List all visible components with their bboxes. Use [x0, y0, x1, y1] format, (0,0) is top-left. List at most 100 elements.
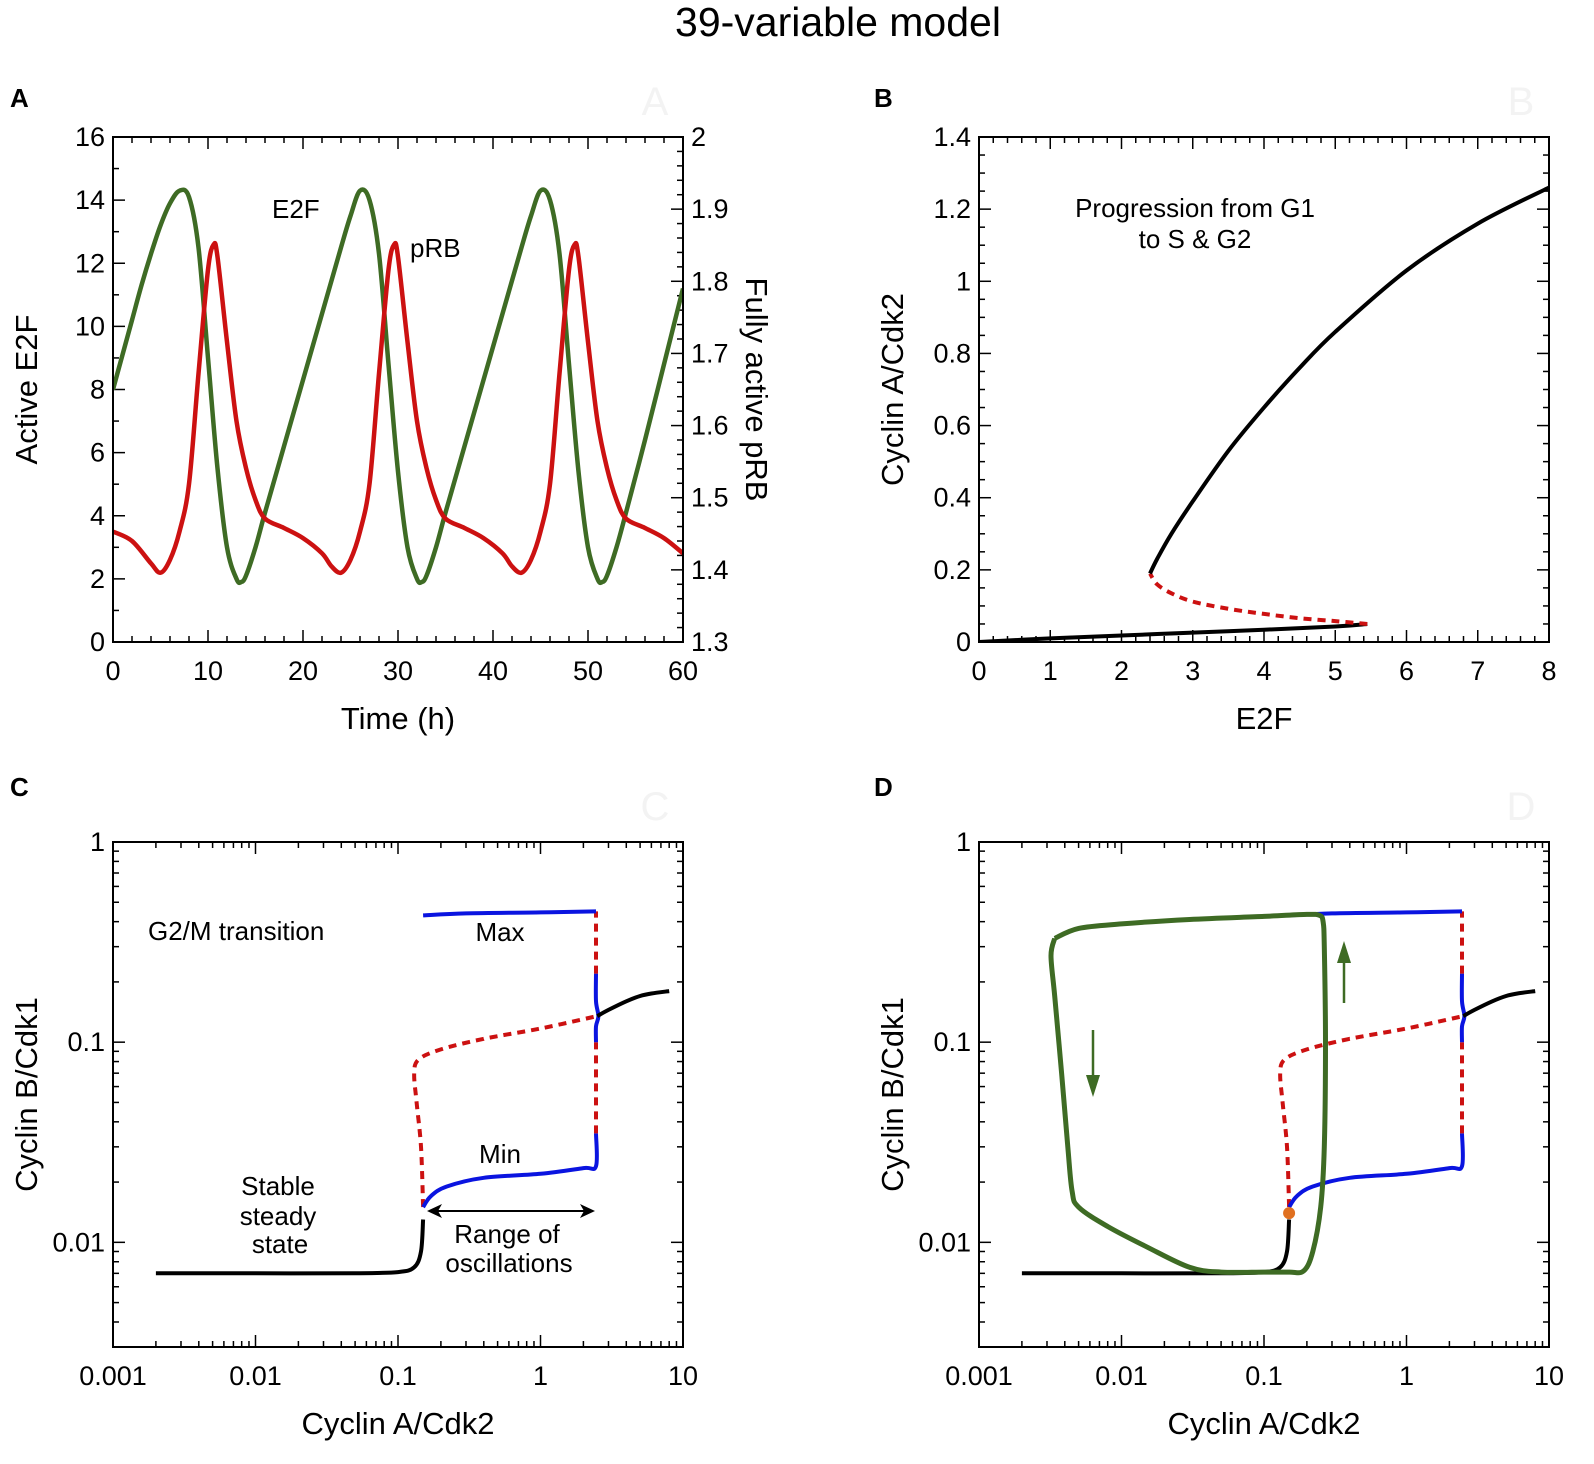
x-tick-label: 30: [383, 656, 413, 686]
y-tick-label: 0.1: [933, 1027, 971, 1057]
plot-area: [113, 187, 683, 586]
y-right-tick-label: 1.7: [691, 338, 729, 368]
y-axis-title: Cyclin B/Cdk1: [875, 997, 910, 1192]
y-tick-label: 4: [90, 501, 105, 531]
series-trajectory-line: [1048, 911, 1328, 1276]
x-tick-label: 0.001: [945, 1361, 1013, 1391]
panel-c: C C 0.001 0.01 0.1 1 10 0.01 0.1 1 Cyclin A/Cdk2 Cy…: [9, 772, 698, 1441]
plot-frame: [112, 841, 684, 1348]
plot-area: [979, 185, 1549, 642]
x-axis-title: Cyclin A/Cdk2: [302, 1406, 495, 1441]
panel-watermark: D: [1507, 785, 1536, 829]
x-tick-label: 0: [105, 656, 120, 686]
y-tick-label: 16: [75, 122, 105, 152]
y-right-tick-label: 2: [691, 122, 706, 152]
annotation: G2/M transition: [148, 916, 324, 946]
y-tick-label: 0.2: [933, 555, 971, 585]
series-stable-line: [1148, 185, 1549, 575]
x-tick-label: 1: [1043, 656, 1058, 686]
y-tick-label: 2: [90, 564, 105, 594]
y-axis-title: Cyclin A/Cdk2: [875, 293, 910, 486]
x-tick-label: 8: [1541, 656, 1556, 686]
x-tick-label: 10: [193, 656, 223, 686]
x-tick-label: 0.001: [79, 1361, 147, 1391]
annotation: state: [252, 1229, 308, 1259]
series-stable-line: [979, 622, 1368, 642]
panel-watermark: C: [641, 785, 670, 829]
x-tick-label: 10: [1534, 1361, 1564, 1391]
annotation: Max: [475, 917, 524, 947]
y-right-tick-label: 1.5: [691, 483, 729, 513]
series-unstable-line: [412, 1014, 598, 1208]
axis-ticks: [978, 842, 1549, 1348]
x-tick-label: 0: [971, 656, 986, 686]
x-axis-title: Cyclin A/Cdk2: [1168, 1406, 1361, 1441]
series-oscillation-line: [1459, 973, 1467, 1043]
plot-frame: [978, 841, 1550, 1348]
panel-letter: C: [10, 772, 29, 802]
y-tick-label: 1.2: [933, 194, 971, 224]
x-tick-label: 50: [573, 656, 603, 686]
y-tick-label: 12: [75, 248, 105, 278]
annotation: steady: [240, 1201, 317, 1231]
x-tick-label: 0.1: [379, 1361, 417, 1391]
annotation: pRB: [410, 233, 461, 263]
y-right-axis-title: Fully active pRB: [739, 278, 774, 502]
series-oscillation-min-line: [421, 1133, 599, 1209]
series-oscillation-min-line: [1287, 1133, 1465, 1209]
panel-watermark: A: [642, 80, 669, 124]
panel-b: B B 0 1 2 3 4 5 6 7 8 0 0.2 0.4 0.6 0.8 1 1.2 1.4 E2F Cyclin…: [874, 80, 1557, 736]
y-right-tick-label: 1.4: [691, 555, 729, 585]
panel-letter: A: [10, 83, 29, 113]
series-unstable-line: [1278, 1014, 1464, 1208]
y-tick-label: 0: [956, 627, 971, 657]
annotation: Range of: [454, 1219, 560, 1249]
plot-area: [1021, 909, 1536, 1276]
x-tick-label: 1: [533, 1361, 548, 1391]
panel-d: D D 0.001 0.01 0.1 1 10 0.01 0.1 1 Cyclin A/Cdk2 Cy…: [874, 772, 1564, 1441]
y-tick-label: 1: [956, 266, 971, 296]
figure-title: 39-variable model: [675, 0, 1001, 45]
x-tick-label: 4: [1256, 656, 1271, 686]
annotation: to S & G2: [1139, 224, 1252, 254]
y-axis-title: Cyclin B/Cdk1: [9, 997, 44, 1192]
series-stable-line: [155, 1219, 426, 1276]
plot-area: [155, 909, 670, 1276]
x-tick-label: 10: [668, 1361, 698, 1391]
range-arrow: [427, 1204, 595, 1218]
panel-a: A A 0 10 20 30 40 50 60 0 2 4 6 8 10 12 14 16 1.3 1.4 1.5 1.6…: [9, 80, 774, 736]
y-right-tick-label: 1.9: [691, 194, 729, 224]
y-right-tick-label: 1.3: [691, 627, 729, 657]
panel-watermark: B: [1508, 80, 1535, 124]
x-tick-label: 3: [1185, 656, 1200, 686]
series-prb-line: [113, 240, 683, 576]
y-tick-label: 8: [90, 375, 105, 405]
y-axis-title: Active E2F: [9, 315, 44, 465]
y-tick-label: 0.4: [933, 483, 971, 513]
x-axis-title: Time (h): [341, 701, 455, 736]
y-tick-label: 1: [956, 827, 971, 857]
x-tick-label: 5: [1328, 656, 1343, 686]
series-stable-line: [596, 989, 670, 1018]
y-tick-label: 0.01: [52, 1227, 105, 1257]
annotation: oscillations: [445, 1248, 572, 1278]
panel-letter: B: [874, 83, 893, 113]
x-tick-label: 0.01: [1095, 1361, 1148, 1391]
up-arrow-icon: [1337, 941, 1351, 1003]
y-right-tick-label: 1.8: [691, 266, 729, 296]
y-tick-label: 6: [90, 438, 105, 468]
series-oscillation-max-line: [423, 909, 597, 918]
x-tick-label: 60: [668, 656, 698, 686]
down-arrow-icon: [1086, 1030, 1100, 1097]
x-tick-label: 0.01: [229, 1361, 282, 1391]
y-tick-label: 0.8: [933, 338, 971, 368]
annotation: Stable: [241, 1171, 315, 1201]
x-axis-title: E2F: [1236, 701, 1293, 736]
series-oscillation-line: [593, 973, 601, 1043]
x-tick-label: 7: [1470, 656, 1485, 686]
panel-letter: D: [874, 772, 893, 802]
y-right-tick-label: 1.6: [691, 411, 729, 441]
y-tick-label: 0.1: [67, 1027, 105, 1057]
x-tick-label: 0.1: [1245, 1361, 1283, 1391]
